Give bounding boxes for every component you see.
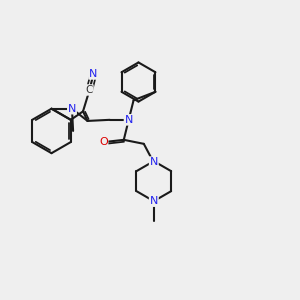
Text: C: C	[85, 85, 93, 95]
Text: N: N	[89, 69, 98, 79]
Text: O: O	[99, 137, 108, 147]
Text: N: N	[124, 115, 133, 125]
Text: N: N	[150, 196, 158, 206]
Text: N: N	[150, 157, 158, 167]
Text: N: N	[68, 104, 76, 114]
